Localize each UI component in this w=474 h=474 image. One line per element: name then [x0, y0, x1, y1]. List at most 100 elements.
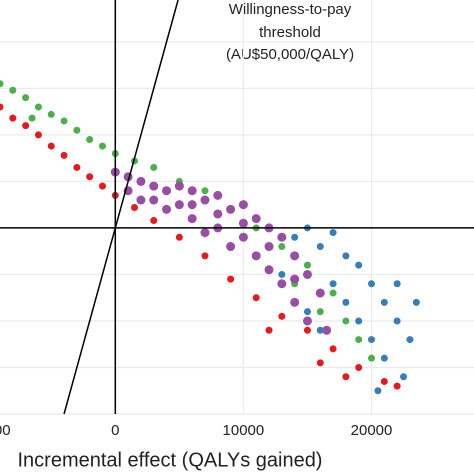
- x-tick-label: 0: [111, 422, 119, 439]
- point: [149, 195, 159, 205]
- point: [303, 308, 311, 316]
- point: [368, 336, 376, 344]
- point: [316, 243, 324, 251]
- point: [316, 359, 324, 367]
- annotation: (AU$50,000/QALY): [226, 46, 354, 63]
- point: [98, 182, 106, 190]
- point: [22, 94, 30, 102]
- point: [264, 265, 274, 275]
- point: [380, 377, 388, 385]
- point: [355, 317, 363, 325]
- point: [290, 297, 300, 307]
- x-tick-label: -10000: [0, 422, 11, 439]
- point: [22, 122, 30, 130]
- point: [150, 216, 158, 224]
- point: [251, 214, 261, 224]
- point: [238, 232, 248, 242]
- point: [278, 243, 286, 251]
- point: [264, 242, 274, 252]
- point: [329, 280, 337, 288]
- point: [0, 80, 4, 88]
- point: [131, 203, 139, 211]
- point: [201, 252, 209, 260]
- point: [368, 354, 376, 362]
- point: [252, 294, 260, 302]
- point: [60, 117, 68, 125]
- point: [187, 186, 197, 196]
- x-tick-label: 20000: [351, 422, 393, 439]
- point: [227, 275, 235, 283]
- point: [412, 298, 420, 306]
- point: [213, 209, 223, 219]
- point: [187, 214, 197, 224]
- point: [226, 242, 236, 252]
- point: [322, 325, 332, 335]
- point: [316, 308, 324, 316]
- point: [34, 131, 42, 139]
- point: [200, 228, 210, 238]
- point: [355, 336, 363, 344]
- x-tick-label: 10000: [223, 422, 265, 439]
- point: [73, 163, 81, 171]
- point: [277, 279, 287, 289]
- point: [278, 270, 286, 278]
- point: [251, 251, 261, 261]
- point: [302, 316, 312, 326]
- point: [393, 382, 401, 390]
- point: [380, 298, 388, 306]
- point: [136, 176, 146, 186]
- point: [342, 252, 350, 260]
- point: [290, 274, 300, 284]
- point: [226, 204, 236, 214]
- threshold-line: [63, 0, 179, 415]
- annotation: threshold: [259, 24, 321, 41]
- point: [406, 336, 414, 344]
- point: [393, 317, 401, 325]
- point: [329, 345, 337, 353]
- point: [342, 373, 350, 381]
- point: [150, 163, 158, 171]
- point: [162, 186, 172, 196]
- point: [329, 229, 337, 237]
- point: [316, 326, 324, 334]
- point: [175, 233, 183, 241]
- point: [28, 114, 36, 122]
- point: [136, 195, 146, 205]
- point: [213, 190, 223, 200]
- point: [329, 289, 337, 297]
- point: [400, 373, 408, 381]
- point: [98, 142, 106, 150]
- point: [34, 103, 42, 111]
- point: [368, 280, 376, 288]
- point: [47, 142, 55, 150]
- point: [355, 261, 363, 269]
- point: [342, 298, 350, 306]
- point: [374, 387, 382, 395]
- point: [162, 204, 172, 214]
- point: [149, 181, 159, 191]
- point: [9, 114, 17, 122]
- point: [86, 173, 94, 181]
- point: [291, 233, 299, 241]
- point: [290, 251, 300, 261]
- point: [315, 288, 325, 298]
- point: [60, 151, 68, 159]
- annotation: Willingness-to-pay: [229, 1, 352, 18]
- point: [302, 269, 312, 279]
- point: [303, 261, 311, 269]
- point: [342, 317, 350, 325]
- point: [238, 200, 248, 210]
- point: [355, 363, 363, 371]
- point: [9, 86, 17, 94]
- point: [265, 326, 273, 334]
- point: [174, 181, 184, 191]
- point: [201, 187, 209, 195]
- point: [303, 326, 311, 334]
- point: [47, 110, 55, 118]
- point: [187, 200, 197, 210]
- point: [73, 126, 81, 134]
- point: [86, 136, 94, 144]
- point: [393, 280, 401, 288]
- x-axis-label: Incremental effect (QALYs gained): [18, 449, 323, 471]
